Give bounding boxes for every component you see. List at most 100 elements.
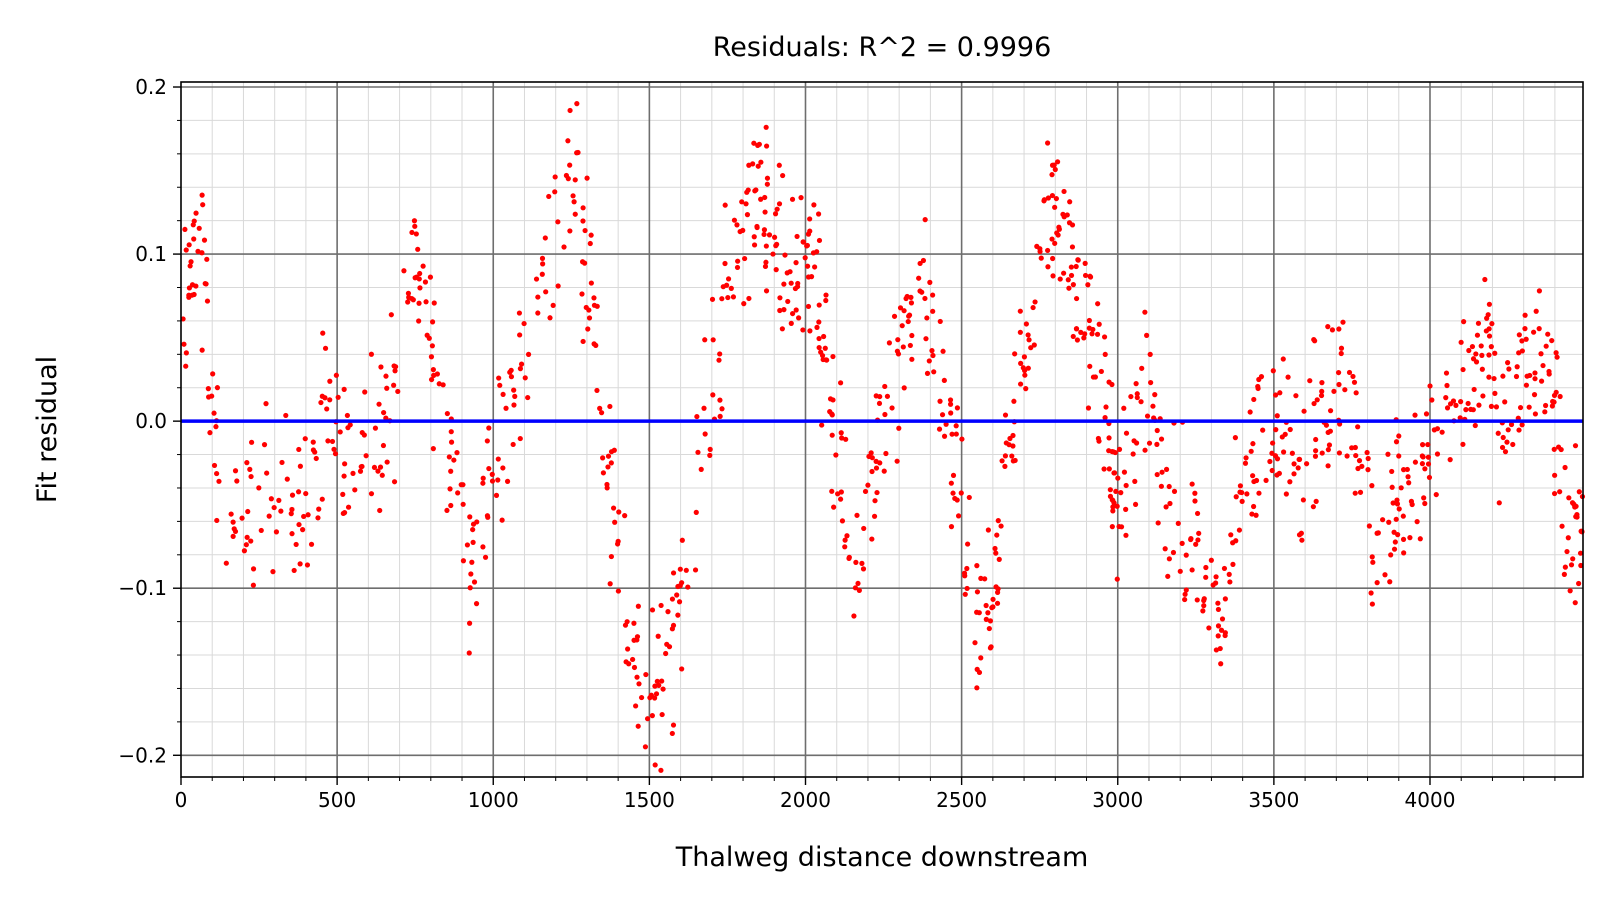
data-point [1405,474,1411,480]
data-point [266,513,272,519]
data-point [1313,498,1319,504]
data-point [1488,403,1495,410]
data-point [183,363,189,369]
x-tick-label: 4000 [1405,788,1456,812]
data-point [1357,489,1364,495]
x-tick-label: 2000 [780,788,831,812]
data-point [357,468,364,474]
data-point [552,189,558,195]
data-point [230,519,236,525]
data-point [907,342,913,349]
data-point [591,295,597,301]
data-point [891,313,898,319]
data-point [1089,331,1095,337]
data-point [954,405,961,411]
data-point [1215,623,1222,629]
data-point [1182,591,1188,597]
data-point [1052,204,1058,210]
data-point [762,194,768,201]
data-point [1407,535,1413,541]
data-point [300,527,306,533]
data-point [900,344,906,350]
data-point [1222,596,1228,602]
data-point [1134,394,1140,401]
data-point [232,468,239,474]
data-point [1549,403,1555,409]
data-point [1553,350,1559,356]
data-point [883,450,889,457]
data-point [1562,464,1568,471]
data-point [1287,426,1293,433]
data-point [391,382,397,388]
data-point [751,234,757,240]
data-point [525,351,532,358]
data-point [959,436,965,442]
data-point [896,425,902,431]
data-point [1388,552,1394,558]
data-point [600,470,607,476]
data-point [211,410,217,416]
data-point [1163,466,1170,472]
data-point [392,368,398,374]
data-point [1564,548,1570,555]
data-point [315,515,321,521]
data-point [1572,443,1579,449]
data-point [1374,580,1380,586]
data-point [922,217,928,223]
data-point [1061,214,1067,220]
data-point [1028,345,1034,351]
data-point [1260,427,1266,433]
data-point [958,490,964,496]
data-point [1230,540,1236,546]
data-point [634,674,640,680]
data-point [333,372,339,378]
data-point [191,236,197,242]
data-point [877,460,883,466]
data-point [679,580,685,586]
data-point [1189,567,1195,573]
data-point [199,347,205,353]
data-point [511,402,517,408]
data-point [1101,466,1107,472]
data-point [1476,402,1482,408]
data-point [674,592,680,598]
data-point [949,431,955,437]
chart-title: Residuals: R^2 = 0.9996 [713,32,1052,63]
data-point [869,468,875,475]
data-point [482,554,489,560]
data-point [1532,376,1538,382]
data-point [1300,497,1306,503]
data-point [1516,332,1522,338]
data-point [764,175,771,181]
data-point [974,589,981,595]
data-point [1325,463,1331,469]
data-point [1568,562,1575,568]
data-point [1065,277,1071,283]
data-point [753,187,759,193]
data-point [204,256,210,262]
data-point [451,457,457,463]
data-point [605,464,611,470]
data-point [209,393,215,399]
data-point [205,386,211,392]
data-point [1239,489,1245,496]
data-point [1502,399,1508,405]
data-point [582,260,588,266]
data-point [517,332,523,338]
data-point [660,686,666,692]
data-point [822,345,828,351]
data-point [182,226,188,233]
data-point [460,558,467,564]
data-point [1422,500,1428,507]
data-point [861,525,867,532]
data-point [1517,404,1524,411]
data-point [740,227,746,234]
data-point [1017,308,1023,314]
data-point [295,489,302,495]
data-point [654,678,660,684]
data-point [1025,332,1031,338]
data-point [189,282,196,288]
data-point [248,538,254,544]
data-point [735,258,741,264]
data-point [1338,345,1345,351]
